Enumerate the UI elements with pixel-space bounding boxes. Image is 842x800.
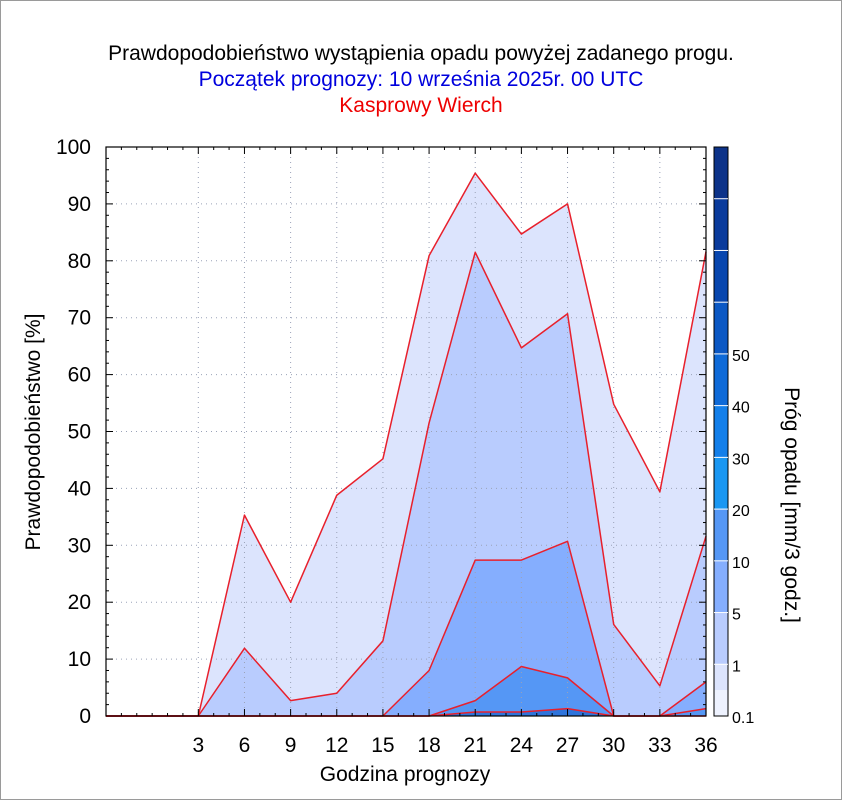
colorbar-label-5: 5	[732, 607, 741, 624]
y-tick-label-100: 100	[56, 136, 91, 159]
area-threshold-10	[106, 666, 706, 716]
colorbar-band-6	[714, 405, 728, 458]
x-tick-label-18: 18	[417, 734, 440, 757]
tick-labels: 3 6 9 12 15 18 21 24 27 30 33 360102030405060708090…	[56, 136, 718, 757]
x-tick-label-36: 36	[694, 734, 717, 757]
grid	[106, 147, 707, 716]
y-tick-label-70: 70	[68, 307, 91, 330]
colorbar-band-0	[714, 690, 728, 716]
y-tick-label-80: 80	[68, 250, 91, 273]
x-tick-label-9: 9	[285, 734, 297, 757]
x-tick-label-24: 24	[510, 734, 534, 757]
axes	[105, 146, 707, 717]
y-tick-label-60: 60	[68, 364, 91, 387]
x-tick-label-27: 27	[556, 734, 579, 757]
x-tick-label-12: 12	[325, 734, 348, 757]
line-threshold-0.1	[106, 172, 707, 717]
colorbar-band-5	[714, 457, 728, 510]
colorbar-label-40: 40	[732, 400, 750, 417]
chart-title: Prawdopodobieństwo wystąpienia opadu pow…	[108, 42, 734, 65]
area-threshold-5	[106, 541, 706, 716]
colorbar-band-1	[714, 664, 728, 691]
colorbar-border	[713, 146, 729, 717]
y-tick-label-90: 90	[68, 193, 91, 216]
colorbar-band-11	[714, 147, 728, 199]
threshold-colorbar: 0.1 1 5 10 20 30 40 50	[713, 146, 754, 727]
y-tick-label-20: 20	[68, 591, 91, 614]
colorbar-band-3	[714, 560, 728, 613]
colorbar-band-10	[714, 198, 728, 251]
line-threshold-1	[106, 251, 707, 717]
colorbar-band-4	[714, 509, 728, 561]
colorbar-label-10: 10	[732, 555, 750, 572]
x-tick-label-3: 3	[192, 734, 204, 757]
colorbar-label-20: 20	[732, 503, 750, 520]
colorbar-label-30: 30	[732, 451, 750, 468]
chart-subtitle: Początek prognozy: 10 września 2025r. 00…	[198, 68, 644, 91]
x-tick-label-15: 15	[371, 734, 394, 757]
x-tick-label-21: 21	[464, 734, 487, 757]
colorbar-label-1: 1	[732, 658, 741, 675]
colorbar-label: Próg opadu [mm/3 godz.]	[780, 387, 803, 623]
x-axis-label: Godzina prognozy	[320, 763, 491, 786]
probability-areas	[106, 173, 706, 717]
area-threshold-20	[106, 708, 706, 716]
colorbar-band-2	[714, 612, 728, 665]
x-tick-label-33: 33	[648, 734, 671, 757]
y-tick-label-50: 50	[68, 421, 91, 444]
y-tick-label-30: 30	[68, 534, 91, 557]
y-tick-label-40: 40	[68, 477, 91, 500]
x-tick-label-6: 6	[239, 734, 251, 757]
colorbar-band-9	[714, 250, 728, 303]
colorbar-band-7	[714, 353, 728, 406]
y-axis-label: Prawdopodobieństwo [%]	[22, 314, 45, 551]
colorbar-band-8	[714, 302, 728, 354]
colorbar-label-50: 50	[732, 348, 750, 365]
y-tick-label-10: 10	[68, 648, 91, 671]
chart-location: Kasprowy Wierch	[339, 94, 503, 117]
colorbar-label-0.1: 0.1	[732, 710, 754, 727]
x-tick-label-30: 30	[602, 734, 625, 757]
y-tick-label-0: 0	[79, 705, 91, 728]
